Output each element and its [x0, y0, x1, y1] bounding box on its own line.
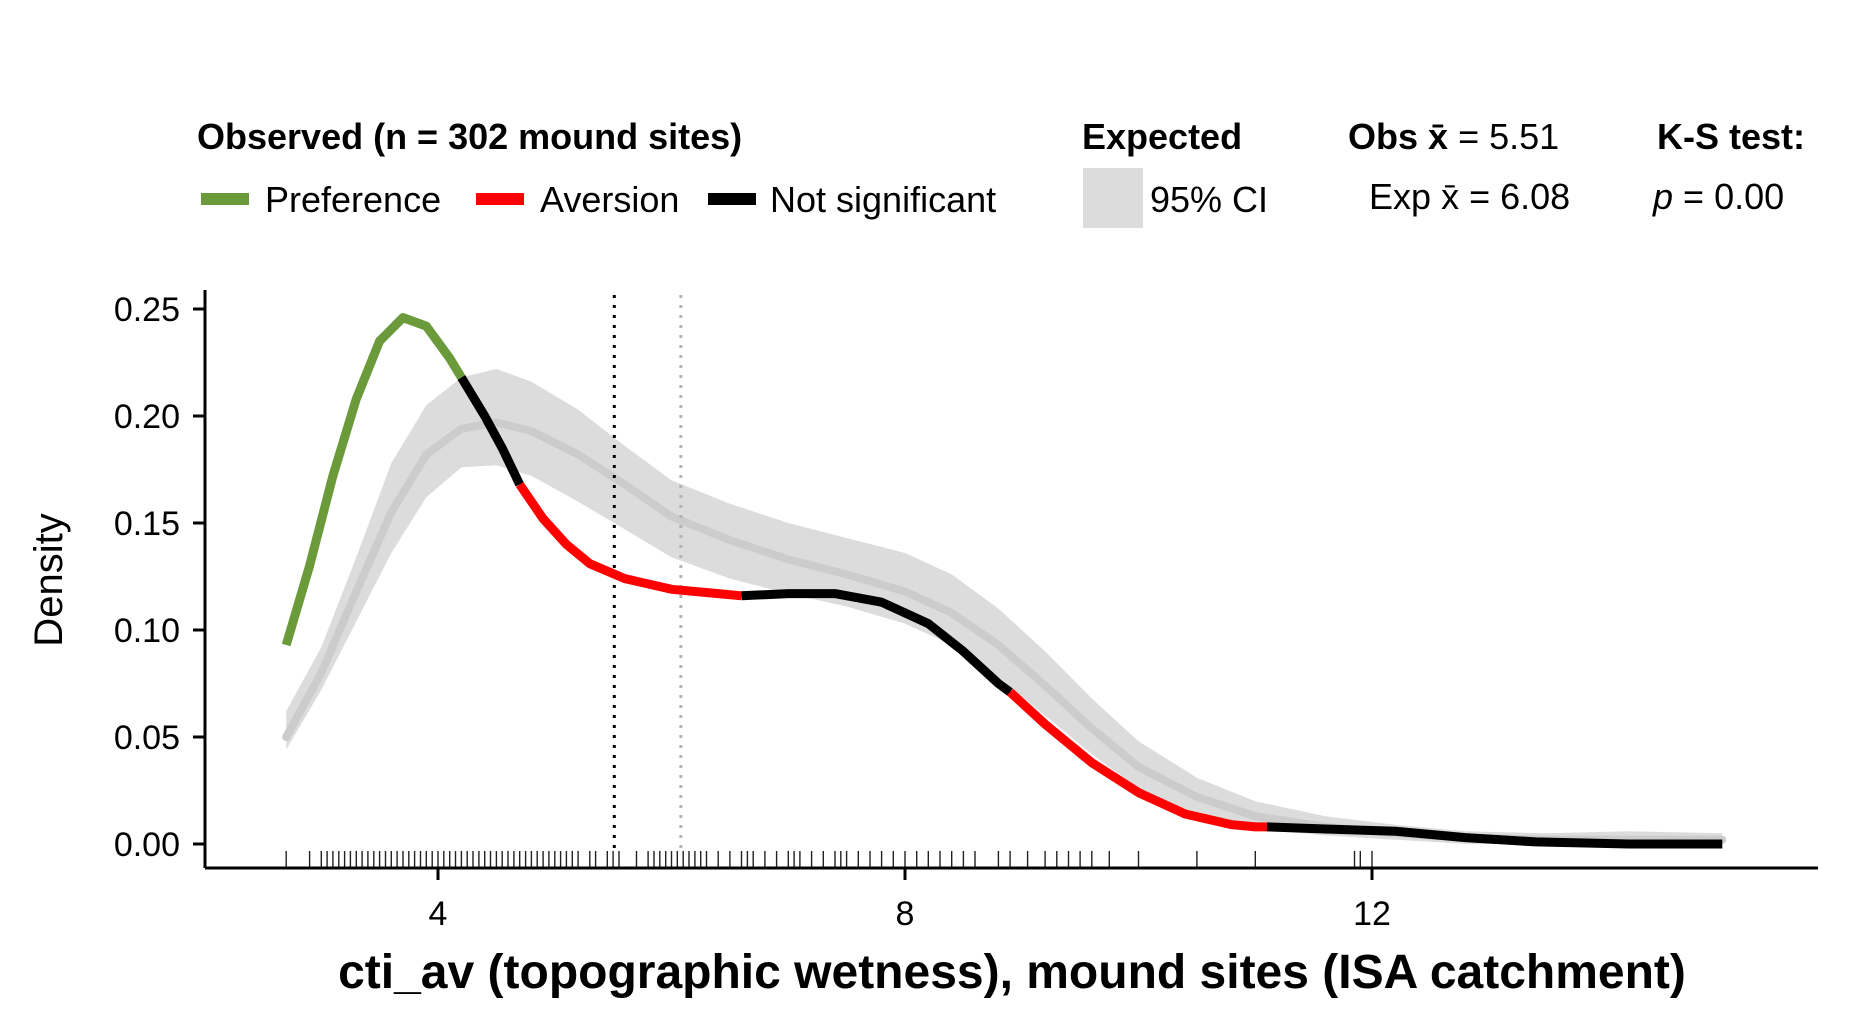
- y-tick-label: 0.00: [114, 826, 180, 864]
- legend-ci-swatch: [1083, 168, 1143, 228]
- y-tick-label: 0.15: [114, 505, 180, 543]
- ci-band-layer: [286, 368, 1723, 844]
- observed-segment-aver: [1007, 688, 1267, 832]
- mean-lines-layer: [612, 295, 683, 849]
- legend-exp-mean-value: = 6.08: [1469, 176, 1570, 217]
- legend-obs-mean-value: = 5.51: [1458, 116, 1559, 157]
- legend-ks-p-symbol: p: [1652, 176, 1673, 217]
- observed-segment-ns: [457, 375, 524, 487]
- observed-segment-ns: [1266, 822, 1723, 849]
- legend-aversion-swatch: [476, 193, 524, 205]
- legend-exp-mean-symbol: x̄: [1441, 176, 1459, 217]
- legend-obs-mean-prefix: Obs: [1348, 116, 1418, 157]
- axes: [203, 290, 1818, 870]
- legend-ks-p: p = 0.00: [1652, 176, 1784, 217]
- y-tick-label: 0.05: [114, 719, 180, 757]
- ci-band: [286, 368, 1723, 844]
- legend-not-significant-swatch: [708, 193, 756, 205]
- rug-layer: [285, 851, 1373, 868]
- legend-preference-label: Preference: [265, 179, 441, 220]
- observed-segment-aver: [515, 481, 742, 601]
- legend-aversion-label: Aversion: [540, 179, 679, 220]
- legend-ks-p-value: = 0.00: [1683, 176, 1784, 217]
- y-tick-label: 0.20: [114, 398, 180, 436]
- x-tick-label: 4: [429, 895, 448, 933]
- observed-line-layer: [281, 313, 1723, 849]
- y-axis-title: Density: [27, 513, 71, 646]
- legend: Observed (n = 302 mound sites) Preferenc…: [197, 116, 1805, 228]
- observed-segment-pref: [281, 313, 466, 647]
- observed-segment-ns: [741, 589, 1013, 696]
- x-axis-title: cti_av (topographic wetness), mound site…: [338, 946, 1686, 999]
- legend-ks-title: K-S test:: [1657, 116, 1805, 157]
- x-tick-label: 12: [1353, 895, 1391, 933]
- legend-exp-mean: Exp x̄ = 6.08: [1369, 176, 1570, 217]
- x-tick-label: 8: [896, 895, 915, 933]
- legend-observed-title: Observed (n = 302 mound sites): [197, 116, 742, 157]
- legend-obs-mean: Obs x̄ = 5.51: [1348, 116, 1559, 157]
- x-ticks: 4 8 12: [429, 868, 1391, 933]
- legend-ci-label: 95% CI: [1150, 179, 1268, 220]
- y-ticks: 0.00 0.05 0.10 0.15 0.20 0.25: [114, 291, 205, 864]
- y-tick-label: 0.10: [114, 612, 180, 650]
- legend-exp-mean-prefix: Exp: [1369, 176, 1431, 217]
- legend-not-significant-label: Not significant: [770, 179, 996, 220]
- legend-preference-swatch: [201, 193, 249, 205]
- y-tick-label: 0.25: [114, 291, 180, 329]
- legend-expected-title: Expected: [1082, 116, 1242, 157]
- legend-obs-mean-symbol: x̄: [1428, 116, 1448, 157]
